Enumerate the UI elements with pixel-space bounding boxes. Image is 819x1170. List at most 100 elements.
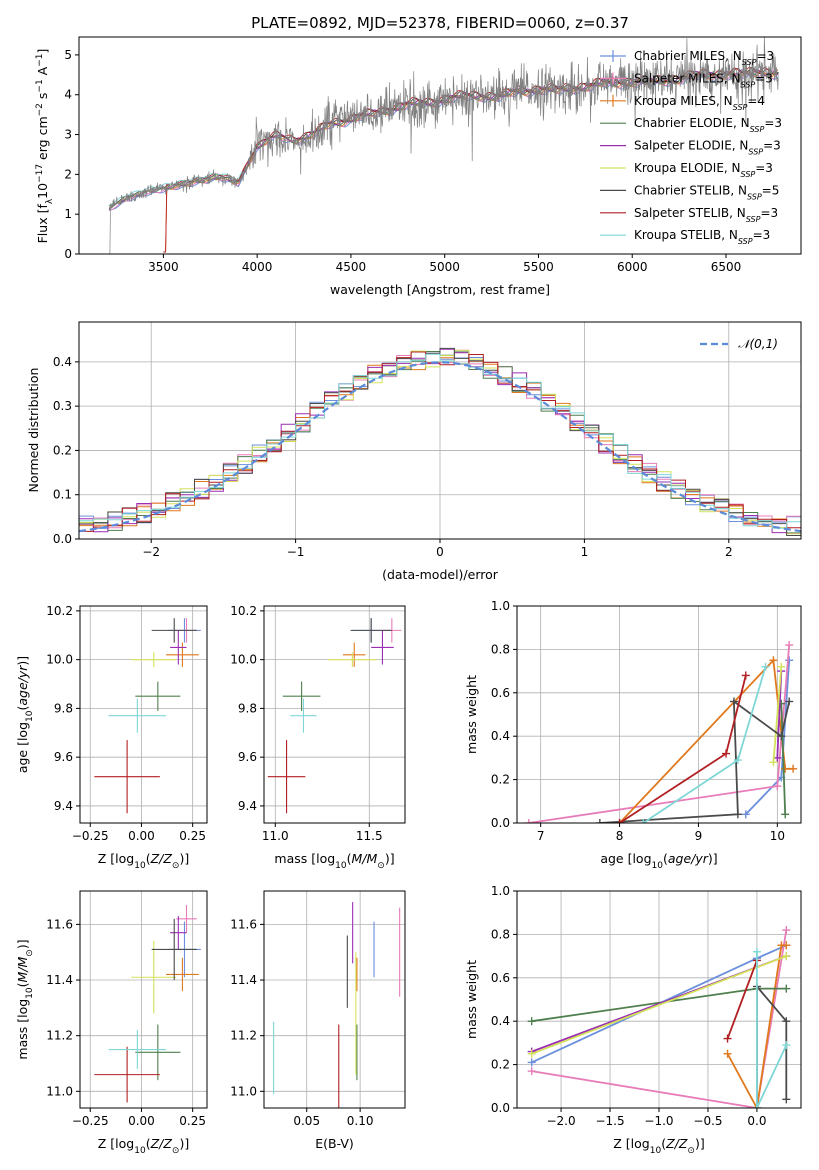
y-tick-label: 0.8 (491, 642, 510, 656)
x-tick-label: 10 (770, 829, 785, 843)
y-tick-label: 0.3 (53, 399, 72, 413)
y-tick-label: 4 (64, 88, 72, 102)
normal-curve (79, 361, 801, 533)
x-tick-label: −1.0 (644, 1114, 673, 1128)
legend-entry: Chabrier ELODIE, NSSP=3 (634, 116, 782, 134)
weight-metallicity-chart: −2.0 −1.5 −1.0 −0.5 0.0 0.0 0.2 0.4 0.6 0.8 1.0 Z [… (464, 884, 802, 1156)
x-axis-label: E(B-V) (315, 1136, 354, 1151)
y-tick-label: 3 (64, 128, 72, 142)
x-tick-label: 4500 (336, 260, 367, 274)
y-axis-label: mass weight (464, 675, 479, 754)
y-tick-label: 0.6 (491, 686, 510, 700)
y-tick-label: 2 (64, 167, 72, 181)
histogram-step (79, 353, 801, 536)
y-tick-label: 0.0 (491, 1101, 510, 1115)
x-tick-label: 0.25 (179, 829, 206, 843)
x-tick-label: 5000 (429, 260, 460, 274)
y-tick-label: 11.2 (230, 1029, 257, 1043)
weight-line (618, 658, 794, 823)
legend-entry: Salpeter STELIB, NSSP=3 (634, 206, 778, 224)
y-tick-label: 0.2 (491, 773, 510, 787)
y-axis-label: mass [log10(M/M⊙)] (15, 939, 35, 1059)
x-axis-label: mass [log10(M/M⊙)] (274, 851, 394, 871)
x-tick-label: 0.25 (179, 1114, 206, 1128)
x-tick-label: 9 (695, 829, 703, 843)
mass-extinction-chart: 0.05 0.10 11.0 11.2 11.4 11.6 E(B-V) (230, 890, 406, 1151)
y-tick-label: 10.2 (46, 604, 73, 618)
x-axis-label: Z [log10(Z/Z⊙)] (98, 1136, 189, 1156)
legend-entry: Chabrier MILES, NSSP=3 (634, 49, 774, 67)
residuals-chart: −2 −1 0 1 2 0.0 0.1 0.2 0.3 0.4 𝒩(0,1) (data-model)… (26, 321, 802, 582)
y-tick-label: 1.0 (491, 884, 510, 898)
y-axis-label: Flux [fλ10−17 erg cm−2 s−1 A−1] (35, 49, 55, 244)
x-tick-label: 0.00 (128, 1114, 155, 1128)
x-tick-label: −2 (142, 545, 160, 559)
x-tick-label: 6000 (617, 260, 648, 274)
plot-area (527, 926, 791, 1108)
y-tick-label: 0.2 (53, 443, 72, 457)
x-tick-label: 6500 (711, 260, 742, 274)
y-tick-label: 0.2 (491, 1058, 510, 1072)
x-axis-label: age [log10(age/yr)] (600, 851, 717, 871)
x-tick-label: 0.0 (747, 1114, 766, 1128)
legend-entry: Salpeter MILES, NSSP=3 (634, 71, 773, 89)
y-tick-label: 0 (64, 247, 72, 261)
y-tick-label: 11.4 (46, 973, 73, 987)
weight-line (756, 984, 788, 1108)
legend-entry: Salpeter ELODIE, NSSP=3 (634, 139, 781, 157)
y-tick-label: 11.4 (230, 973, 257, 987)
y-tick-label: 0.4 (491, 729, 510, 743)
spectrum-chart: 3500 4000 4500 5000 5500 6000 6500 0 1 2 3 4 5 wavele… (35, 36, 802, 297)
y-tick-label: 0.4 (53, 355, 72, 369)
figure-title: PLATE=0892, MJD=52378, FIBERID=0060, z=0… (251, 14, 629, 32)
x-tick-label: 11.0 (262, 829, 289, 843)
y-tick-label: 10.0 (46, 653, 73, 667)
x-tick-label: 3500 (148, 260, 179, 274)
x-axis-label: Z [log10(Z/Z⊙)] (613, 1136, 704, 1156)
axes-frame (79, 890, 208, 1109)
x-axis-label: (data-model)/error (382, 567, 499, 582)
y-tick-label: 0.1 (53, 488, 72, 502)
y-tick-label: 11.0 (230, 1084, 257, 1098)
y-tick-label: 0.4 (491, 1014, 510, 1028)
x-tick-label: 11.5 (356, 829, 383, 843)
legend-entry: Chabrier STELIB, NSSP=5 (634, 183, 779, 201)
y-tick-label: 0.0 (53, 532, 72, 546)
y-tick-label: 9.8 (238, 701, 257, 715)
x-tick-label: 7 (537, 829, 545, 843)
weight-age-chart: 7 8 9 10 0.0 0.2 0.4 0.6 0.8 1.0 age [log10(age/yr… (464, 599, 802, 871)
age-mass-chart: 11.0 11.5 9.4 9.6 9.8 10.0 10.2 mass [log10(M/M… (230, 604, 406, 871)
x-tick-label: −1 (287, 545, 305, 559)
legend-entry: 𝒩(0,1) (738, 337, 778, 351)
weight-line (726, 960, 758, 1039)
y-tick-label: 11.0 (46, 1084, 73, 1098)
weight-line (531, 955, 787, 1055)
y-tick-label: 10.2 (230, 604, 257, 618)
plot-area (267, 618, 402, 814)
y-axis-label: mass weight (464, 960, 479, 1039)
x-tick-label: −0.25 (72, 829, 109, 843)
y-tick-label: 9.8 (54, 701, 73, 715)
data-spectrum-line (109, 37, 779, 254)
y-tick-label: 1 (64, 207, 72, 221)
x-tick-label: 1 (581, 545, 589, 559)
y-tick-label: 10.0 (230, 653, 257, 667)
y-tick-label: 9.4 (54, 799, 73, 813)
model-line (108, 174, 243, 208)
x-tick-label: 5500 (523, 260, 554, 274)
x-tick-label: −0.5 (693, 1114, 722, 1128)
y-tick-label: 0.6 (491, 971, 510, 985)
y-tick-label: 9.6 (54, 750, 73, 764)
plot-area (79, 347, 801, 538)
weight-line (642, 666, 767, 823)
y-tick-label: 9.4 (238, 799, 257, 813)
plot-area (524, 641, 798, 823)
x-tick-label: 0.10 (347, 1114, 374, 1128)
weight-line (772, 666, 783, 763)
y-tick-label: 11.6 (46, 917, 73, 931)
x-tick-label: 8 (616, 829, 624, 843)
plot-area (94, 904, 201, 1103)
x-tick-label: 0.05 (293, 1114, 320, 1128)
x-axis-label: Z [log10(Z/Z⊙)] (98, 851, 189, 871)
